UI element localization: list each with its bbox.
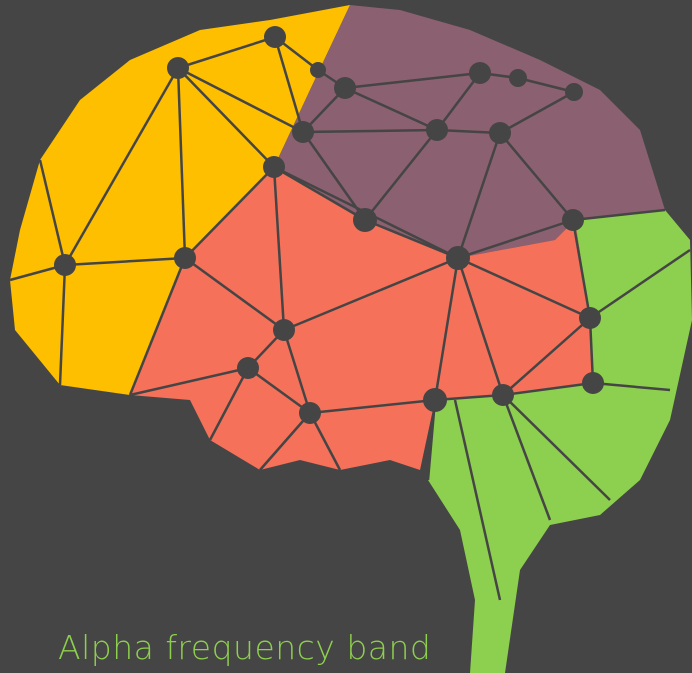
caption: Alpha frequency band bbox=[58, 628, 431, 667]
page: Alpha frequency band bbox=[0, 0, 692, 673]
brain-illustration bbox=[0, 0, 692, 673]
